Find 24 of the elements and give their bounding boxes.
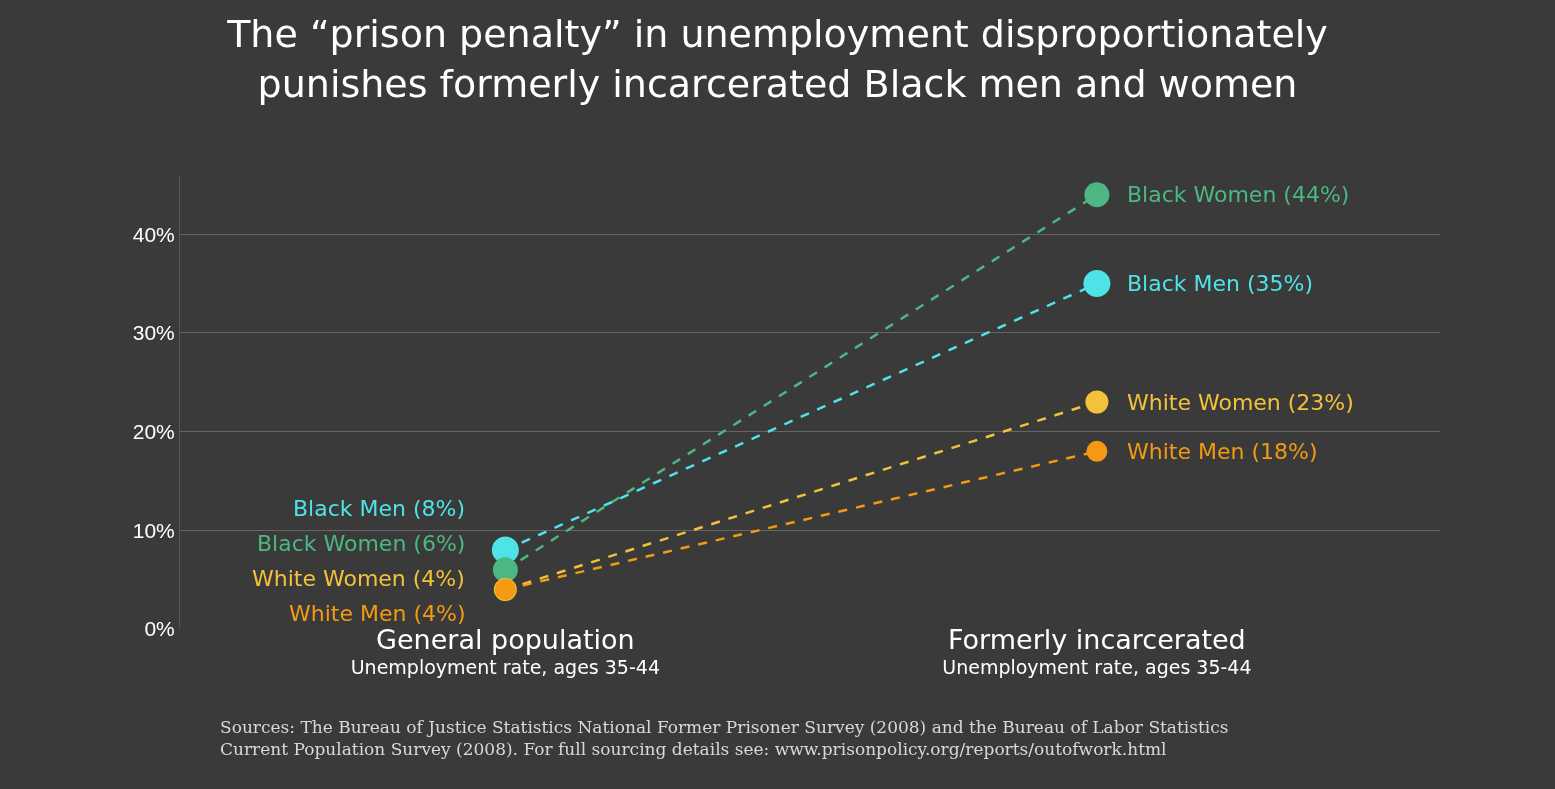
text: Unemployment rate, ages 35-44 (350, 655, 661, 678)
point (492, 557, 518, 583)
text: White Women (4%) (252, 566, 465, 591)
chart-title: The “prison penalty” in unemployment disproportionately punishes formerly incarcerated Black men and women (226, 12, 1328, 106)
y-tick-label: 20% (132, 419, 175, 443)
text: White Men (18%) (1127, 439, 1318, 464)
text: Black Men (35%) (1127, 271, 1314, 296)
y-tick-label: 40% (132, 222, 175, 246)
x-tick-label: General population (376, 624, 635, 655)
text: Black Women (6%) (257, 531, 466, 556)
text: Black Women (44%) (1127, 182, 1350, 207)
point (1085, 390, 1109, 414)
point (1084, 182, 1110, 208)
y-tick-label: 10% (132, 518, 175, 542)
text: White Women (23%) (1127, 390, 1354, 415)
y-tick-label: 0% (144, 617, 175, 641)
text: White Men (4%) (289, 601, 466, 626)
source-note: Sources: The Bureau of Justice Statistics National Former Prisoner Survey (2008) and the Bureau of Labor Statistics Current Population Survey (2008). For full sourcing details see: www.prisonpolicy.org/reports/outofwork.html (220, 717, 1229, 760)
point (1083, 270, 1111, 298)
y-tick-label: 30% (132, 321, 175, 345)
x-tick-label: Formerly incarcerated (948, 624, 1246, 655)
text: Unemployment rate, ages 35-44 (942, 655, 1252, 678)
text: Black Men (8%) (293, 496, 466, 521)
point (1086, 440, 1108, 462)
